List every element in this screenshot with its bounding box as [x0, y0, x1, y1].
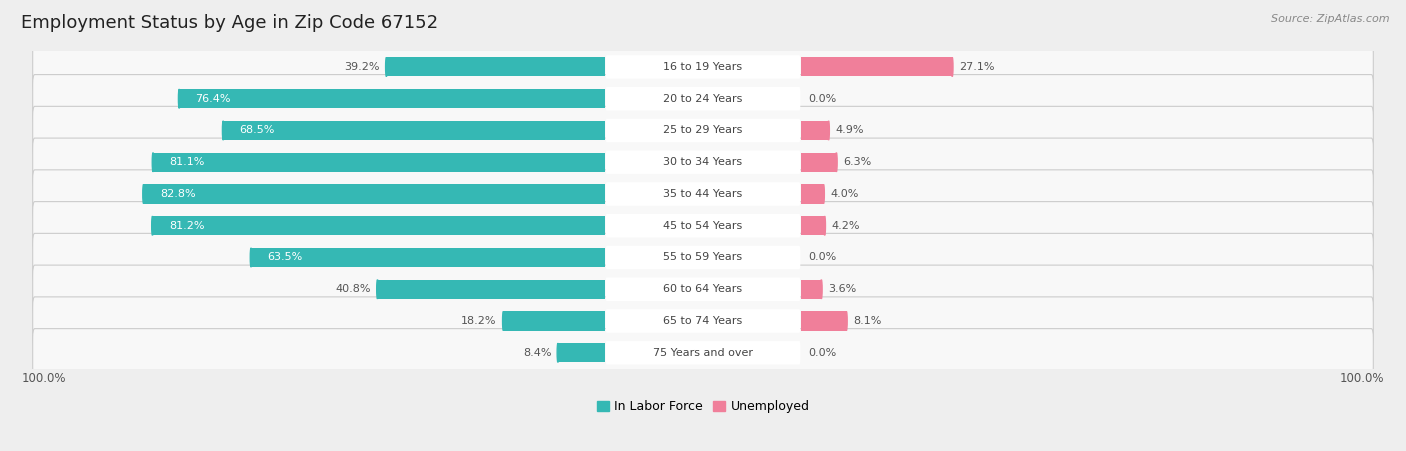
Text: 39.2%: 39.2%	[344, 62, 380, 72]
Text: 65 to 74 Years: 65 to 74 Years	[664, 316, 742, 326]
Bar	[801, 280, 821, 299]
FancyBboxPatch shape	[32, 202, 1374, 250]
Text: Employment Status by Age in Zip Code 67152: Employment Status by Age in Zip Code 671…	[21, 14, 439, 32]
Text: 40.8%: 40.8%	[336, 284, 371, 294]
Text: 4.0%: 4.0%	[830, 189, 859, 199]
Bar	[801, 121, 828, 140]
Ellipse shape	[502, 312, 505, 331]
Ellipse shape	[952, 57, 953, 77]
Text: 27.1%: 27.1%	[959, 62, 994, 72]
Text: 45 to 54 Years: 45 to 54 Years	[664, 221, 742, 231]
Bar	[801, 312, 846, 331]
Text: 76.4%: 76.4%	[195, 94, 231, 104]
Text: 4.9%: 4.9%	[835, 125, 863, 135]
Text: 35 to 44 Years: 35 to 44 Years	[664, 189, 742, 199]
Bar	[377, 280, 605, 299]
Text: 81.2%: 81.2%	[169, 221, 204, 231]
Text: 100.0%: 100.0%	[1340, 373, 1385, 386]
FancyBboxPatch shape	[606, 214, 800, 238]
Text: 16 to 19 Years: 16 to 19 Years	[664, 62, 742, 72]
Text: 3.6%: 3.6%	[828, 284, 856, 294]
Text: 0.0%: 0.0%	[808, 348, 837, 358]
Bar	[152, 216, 605, 235]
FancyBboxPatch shape	[606, 87, 800, 110]
Bar	[801, 184, 824, 203]
Text: 18.2%: 18.2%	[461, 316, 496, 326]
Text: 81.1%: 81.1%	[169, 157, 205, 167]
Bar	[224, 121, 605, 140]
Bar	[387, 57, 605, 77]
FancyBboxPatch shape	[606, 119, 800, 142]
Ellipse shape	[828, 121, 830, 140]
FancyBboxPatch shape	[606, 246, 800, 269]
Text: 55 to 59 Years: 55 to 59 Years	[664, 253, 742, 262]
FancyBboxPatch shape	[606, 309, 800, 333]
Bar	[153, 153, 605, 172]
Ellipse shape	[821, 280, 823, 299]
Bar	[143, 184, 605, 203]
Bar	[801, 153, 837, 172]
Text: 6.3%: 6.3%	[844, 157, 872, 167]
FancyBboxPatch shape	[606, 341, 800, 364]
Ellipse shape	[179, 89, 180, 108]
Ellipse shape	[557, 343, 558, 362]
Ellipse shape	[835, 153, 837, 172]
Bar	[179, 89, 605, 108]
Text: 25 to 29 Years: 25 to 29 Years	[664, 125, 742, 135]
Legend: In Labor Force, Unemployed: In Labor Force, Unemployed	[596, 400, 810, 413]
Ellipse shape	[152, 216, 153, 235]
Text: 68.5%: 68.5%	[239, 125, 276, 135]
Ellipse shape	[385, 57, 387, 77]
Text: 82.8%: 82.8%	[160, 189, 195, 199]
Text: 63.5%: 63.5%	[267, 253, 302, 262]
Bar	[801, 216, 825, 235]
Text: 75 Years and over: 75 Years and over	[652, 348, 754, 358]
Text: 4.2%: 4.2%	[831, 221, 859, 231]
Ellipse shape	[152, 153, 153, 172]
Text: 30 to 34 Years: 30 to 34 Years	[664, 157, 742, 167]
Text: 20 to 24 Years: 20 to 24 Years	[664, 94, 742, 104]
Text: 100.0%: 100.0%	[21, 373, 66, 386]
Ellipse shape	[143, 184, 145, 203]
FancyBboxPatch shape	[32, 265, 1374, 313]
FancyBboxPatch shape	[32, 138, 1374, 186]
Bar	[801, 57, 952, 77]
Ellipse shape	[845, 312, 848, 331]
Bar	[252, 248, 605, 267]
Text: 60 to 64 Years: 60 to 64 Years	[664, 284, 742, 294]
FancyBboxPatch shape	[606, 151, 800, 174]
Ellipse shape	[377, 280, 378, 299]
Text: 8.1%: 8.1%	[853, 316, 882, 326]
Ellipse shape	[250, 248, 252, 267]
Bar	[558, 343, 605, 362]
FancyBboxPatch shape	[606, 277, 800, 301]
Ellipse shape	[824, 216, 825, 235]
FancyBboxPatch shape	[32, 170, 1374, 218]
Bar	[503, 312, 605, 331]
FancyBboxPatch shape	[32, 233, 1374, 281]
Ellipse shape	[823, 184, 824, 203]
FancyBboxPatch shape	[32, 106, 1374, 155]
Ellipse shape	[222, 121, 224, 140]
FancyBboxPatch shape	[32, 329, 1374, 377]
Text: 0.0%: 0.0%	[808, 94, 837, 104]
FancyBboxPatch shape	[32, 43, 1374, 91]
Text: 8.4%: 8.4%	[523, 348, 551, 358]
FancyBboxPatch shape	[606, 55, 800, 79]
FancyBboxPatch shape	[32, 297, 1374, 345]
FancyBboxPatch shape	[32, 74, 1374, 123]
Text: Source: ZipAtlas.com: Source: ZipAtlas.com	[1271, 14, 1389, 23]
Text: 0.0%: 0.0%	[808, 253, 837, 262]
FancyBboxPatch shape	[606, 182, 800, 206]
